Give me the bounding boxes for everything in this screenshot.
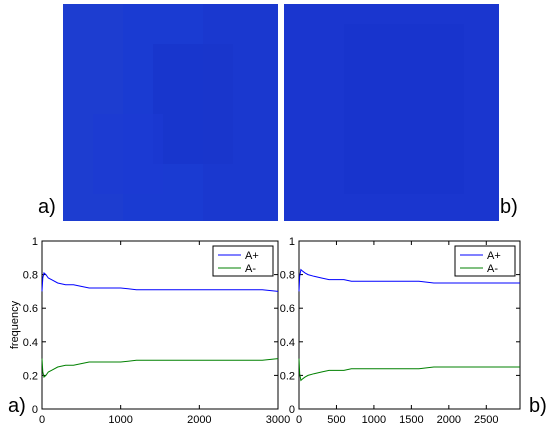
- chart-a-series-line-A: [41, 358, 279, 379]
- chart-a-ytick-label: 0.4: [23, 337, 38, 349]
- chart-b-panel-label: b): [529, 395, 547, 417]
- chart-a-ytick-label: 0.8: [23, 270, 38, 282]
- chart-a-ytick-label: 0.6: [23, 303, 38, 315]
- chart-b-xtick-label: 2000: [437, 414, 461, 426]
- chart-b-legend-label: A-: [487, 263, 498, 275]
- chart-a-series-line-A: [41, 271, 279, 292]
- chart-b-xtick-label: 0: [296, 414, 302, 426]
- chart-b-legend: [454, 245, 516, 277]
- image-panel-a: [63, 4, 278, 221]
- image-panel-b-texture: [284, 4, 499, 221]
- chart-b-xtick-label: 500: [327, 414, 345, 426]
- chart-b-ytick-label: 1: [289, 236, 295, 248]
- chart-a: 0 0.2 0.4 0.6 0.8 1 0 1000 2000 3000 frequency A+A-: [9, 236, 290, 426]
- image-panel-a-label: a): [38, 196, 56, 218]
- chart-a-xtick-label: 1000: [108, 414, 132, 426]
- chart-a-xtick-label: 0: [39, 414, 45, 426]
- chart-b-ytick-label: 0.4: [280, 337, 295, 349]
- chart-a-legend-label: A+: [245, 250, 259, 262]
- chart-b-legend-label: A+: [487, 250, 501, 262]
- chart-a-legend-label: A-: [245, 263, 256, 275]
- chart-b-ytick-label: 0: [289, 404, 295, 416]
- chart-b-series-line-A: [298, 268, 520, 292]
- chart-a-panel-label: a): [8, 395, 26, 417]
- image-panel-b: [284, 4, 499, 221]
- image-panel-b-label: b): [500, 196, 518, 218]
- chart-a-ytick-label: 0: [32, 404, 38, 416]
- chart-a-xtick-label: 3000: [266, 414, 290, 426]
- chart-b-series-line-A: [298, 358, 520, 382]
- image-panel-a-texture: [63, 4, 278, 221]
- chart-b-xtick-label: 2500: [474, 414, 498, 426]
- chart-b-xtick-label: 1500: [399, 414, 423, 426]
- chart-b-ytick-label: 0.8: [280, 270, 295, 282]
- chart-b-ytick-label: 0.6: [280, 303, 295, 315]
- chart-a-ytick-label: 1: [32, 236, 38, 248]
- chart-b-ytick-label: 0.2: [280, 370, 295, 382]
- chart-a-xtick-label: 2000: [187, 414, 211, 426]
- chart-a-ylabel: frequency: [9, 300, 21, 349]
- chart-a-ytick-label: 0.2: [23, 370, 38, 382]
- chart-b-xtick-label: 1000: [362, 414, 386, 426]
- chart-b: 0 0.2 0.4 0.6 0.8 1 0 500 1000 1500 2000 2500 A+A-: [280, 236, 521, 426]
- chart-a-legend: [212, 245, 274, 277]
